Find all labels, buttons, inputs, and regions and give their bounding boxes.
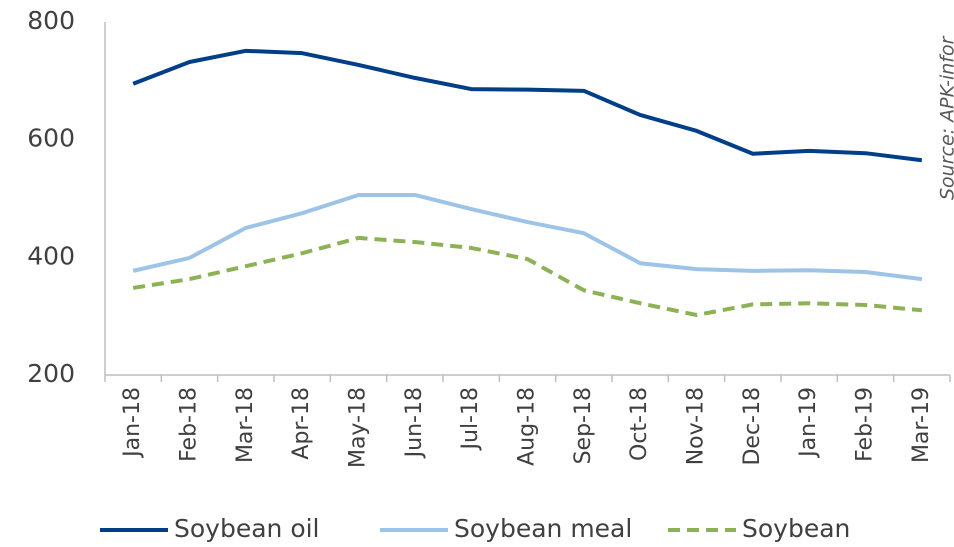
x-tick-label: Nov-18 [684, 387, 709, 465]
x-tick-label: Sep-18 [571, 387, 596, 464]
x-tick-label: Mar-18 [233, 387, 258, 463]
source-note: Source: APK-infor [937, 35, 954, 200]
legend-label: Soybean [742, 514, 850, 543]
x-tick-label: Dec-18 [740, 387, 765, 466]
legend-label: Soybean meal [454, 514, 632, 543]
series-line [132, 48, 923, 163]
series-line [132, 192, 923, 282]
y-tick-label: 600 [27, 124, 75, 153]
x-tick-label: Feb-18 [177, 387, 202, 462]
x-tick-label: Feb-19 [853, 387, 878, 462]
y-tick-label: 400 [27, 241, 75, 270]
x-tick-label: Apr-18 [289, 387, 314, 460]
y-tick-label: 800 [27, 6, 75, 35]
x-tick-label: Mar-19 [909, 387, 934, 463]
x-tick-label: Jan-18 [120, 387, 145, 459]
x-tick-label: Jul-18 [458, 387, 483, 451]
x-tick-label: Oct-18 [627, 387, 652, 461]
x-tick-label: Jun-18 [402, 387, 427, 459]
series-line [132, 235, 923, 317]
x-tick-label: Aug-18 [515, 387, 540, 466]
x-tick-label: Jan-19 [796, 387, 821, 459]
x-tick-label: May-18 [346, 387, 371, 468]
y-tick-label: 200 [27, 359, 75, 388]
legend-label: Soybean oil [174, 514, 320, 543]
